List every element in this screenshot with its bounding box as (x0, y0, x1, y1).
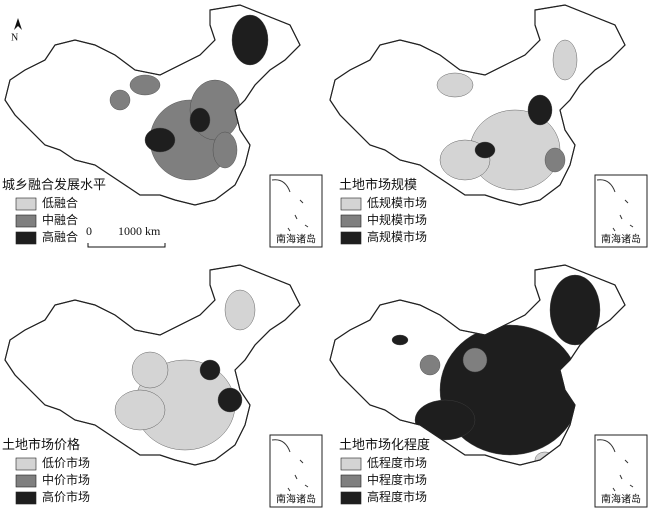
legend-label: 中融合 (42, 212, 78, 227)
legend-swatch (340, 491, 362, 505)
region (527, 94, 553, 126)
region (231, 14, 269, 66)
legend-title: 土地市场规模 (339, 177, 417, 192)
scale-end: 1000 km (118, 224, 161, 238)
legend-swatch (15, 457, 37, 471)
region-shading (109, 14, 269, 181)
region-shading (114, 289, 256, 451)
region (217, 387, 243, 413)
region (544, 147, 566, 173)
region-shading (391, 274, 601, 465)
region (189, 107, 211, 133)
inset-label: 南海诸岛 (601, 492, 641, 505)
region (462, 347, 488, 373)
legend-swatch (15, 491, 37, 505)
inset-frame (269, 174, 323, 248)
region (144, 127, 176, 153)
legend-swatch (340, 231, 362, 245)
scale-start: 0 (86, 224, 92, 238)
region-shading (436, 39, 578, 191)
legend-swatch (340, 457, 362, 471)
inset-coast (271, 439, 309, 492)
legend-label: 中规模市场 (367, 212, 427, 227)
legend-label: 低规模市场 (367, 195, 427, 210)
region (419, 354, 441, 376)
region (131, 351, 169, 389)
legend-swatch (15, 474, 37, 488)
region (109, 89, 131, 111)
north-arrow: N (11, 32, 18, 43)
legend-swatch (15, 197, 37, 211)
inset-frame (594, 174, 648, 248)
legend-label: 高规模市场 (367, 229, 427, 244)
region (436, 72, 474, 98)
legend-title: 土地市场价格 (2, 437, 80, 452)
legend-label: 低价市场 (42, 455, 90, 470)
legend-label: 高价市场 (42, 489, 90, 504)
legend-label: 低程度市场 (367, 455, 427, 470)
region (474, 141, 496, 159)
legend-label: 低融合 (42, 195, 78, 210)
inset-coast (596, 179, 634, 232)
legend-title: 城乡融合发展水平 (2, 177, 106, 192)
region (224, 289, 256, 331)
inset-label: 南海诸岛 (276, 492, 316, 505)
legend-swatch (340, 214, 362, 228)
inset-frame (594, 434, 648, 508)
legend-swatch (340, 197, 362, 211)
inset-frame (269, 434, 323, 508)
region (212, 131, 238, 169)
north-arrow-icon (14, 18, 22, 30)
region (414, 399, 476, 441)
legend-swatch (15, 214, 37, 228)
legend-label: 中价市场 (42, 472, 90, 487)
region (549, 274, 601, 346)
legend-title: 土地市场化程度 (339, 437, 430, 452)
region (129, 74, 161, 96)
inset-coast (271, 179, 309, 232)
inset-label: 南海诸岛 (276, 232, 316, 245)
legend-swatch (15, 231, 37, 245)
region (552, 39, 578, 81)
legend-swatch (340, 474, 362, 488)
region (114, 389, 166, 431)
inset-label: 南海诸岛 (601, 232, 641, 245)
legend-label: 中程度市场 (367, 472, 427, 487)
legend-label: 高程度市场 (367, 489, 427, 504)
legend-label: 高融合 (42, 229, 78, 244)
region (199, 359, 221, 381)
scale-bar (87, 243, 166, 248)
inset-coast (596, 439, 634, 492)
region (391, 334, 409, 346)
